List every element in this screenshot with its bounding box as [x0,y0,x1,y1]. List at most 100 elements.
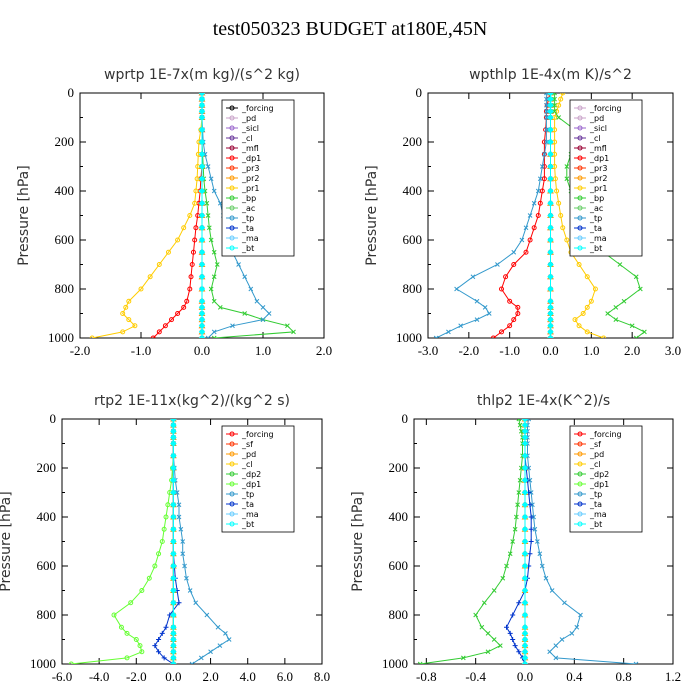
data-point [132,323,138,329]
data-point [198,273,206,280]
data-point [521,538,529,545]
legend-entry: _pd [574,450,604,459]
data-point [211,329,217,335]
data-point [633,274,639,280]
data-point [198,236,206,244]
x-tick-label: -4.0 [89,669,110,684]
legend-label: _pd [241,114,256,123]
legend-label: _bp [589,194,604,203]
data-point [507,323,513,329]
x-tick-label: 4.0 [240,669,256,684]
x-tick-label: 8.0 [314,669,330,684]
data-point [521,660,529,664]
data-point [572,317,578,323]
series-line-tp [172,419,230,664]
y-axis-label: Pressure [hPa] [0,491,14,591]
data-point [211,298,217,304]
data-point [516,600,522,606]
legend-label: _pr1 [241,184,259,193]
data-point [486,311,492,316]
legend-marker [229,481,235,487]
legend-entry: _ta [226,224,254,233]
data-point [170,538,177,545]
data-point [198,334,206,338]
legend: _forcing_pd_sicl_cl_mfl_dp1_pr3_pr2_pr1_… [221,99,295,257]
data-point [198,316,206,323]
y-tick-label: 0 [416,85,423,100]
data-point [531,225,537,231]
data-point [553,655,559,661]
data-point [188,274,194,280]
data-point [537,176,543,182]
data-point [637,286,643,292]
data-point [205,335,211,338]
legend-entry: _ta [574,500,602,509]
data-point [152,643,158,649]
data-point [504,624,509,630]
legend-marker [229,105,235,111]
legend-label: _cl [241,134,253,143]
legend-label: _ac [589,204,603,213]
legend-marker [577,105,583,111]
data-point [178,526,184,532]
data-point [560,225,566,231]
legend-entry: _dp1 [226,480,261,489]
data-point [446,329,451,335]
legend-entry: _ac [226,204,255,213]
data-point [474,317,480,322]
data-point [137,643,143,649]
legend-label: _ma [589,234,607,243]
data-point [147,274,153,280]
data-point [175,311,181,316]
y-tick-label: 1000 [396,330,422,345]
data-point [495,262,500,267]
x-tick-label: -1.0 [131,343,152,358]
x-tick-label: 1.2 [665,669,681,684]
legend-marker [577,471,583,477]
data-point [539,563,545,569]
legend-entry: _ta [226,500,254,509]
data-point [528,514,534,520]
data-point [156,551,162,557]
data-point [547,151,554,158]
data-point [170,550,177,557]
data-point [242,274,248,280]
data-point [547,249,554,256]
legend-entry: _cl [574,460,601,469]
data-point [526,419,532,422]
legend-marker [229,125,235,131]
data-point [601,335,607,338]
legend-entry: _sicl [226,124,259,133]
data-point [527,502,533,508]
data-point [198,298,206,305]
data-point [515,304,521,310]
data-point [214,262,220,267]
data-point [531,200,537,206]
y-tick-label: 800 [37,607,57,622]
data-point [544,96,549,102]
data-point [510,539,516,544]
legend-label: _bt [241,244,254,253]
data-point [291,329,296,335]
data-point [521,550,529,557]
data-point [547,649,553,655]
x-tick-label: 0.0 [194,343,210,358]
data-point [198,114,206,121]
legend-marker [229,185,235,191]
data-point [198,126,206,133]
data-point [146,575,152,581]
legend-label: _forcing [241,430,274,439]
data-point [547,93,554,97]
legend-marker [229,511,235,517]
legend-marker [577,185,583,191]
series-line-pr1 [92,93,203,338]
legend-label: _forcing [589,104,622,113]
data-point [139,588,145,593]
legend-marker [577,115,583,121]
data-point [574,624,580,630]
data-point [170,489,177,496]
data-point [517,422,523,428]
legend-marker [577,441,583,447]
data-point [521,477,529,484]
x-tick-label: -0.8 [416,669,437,684]
